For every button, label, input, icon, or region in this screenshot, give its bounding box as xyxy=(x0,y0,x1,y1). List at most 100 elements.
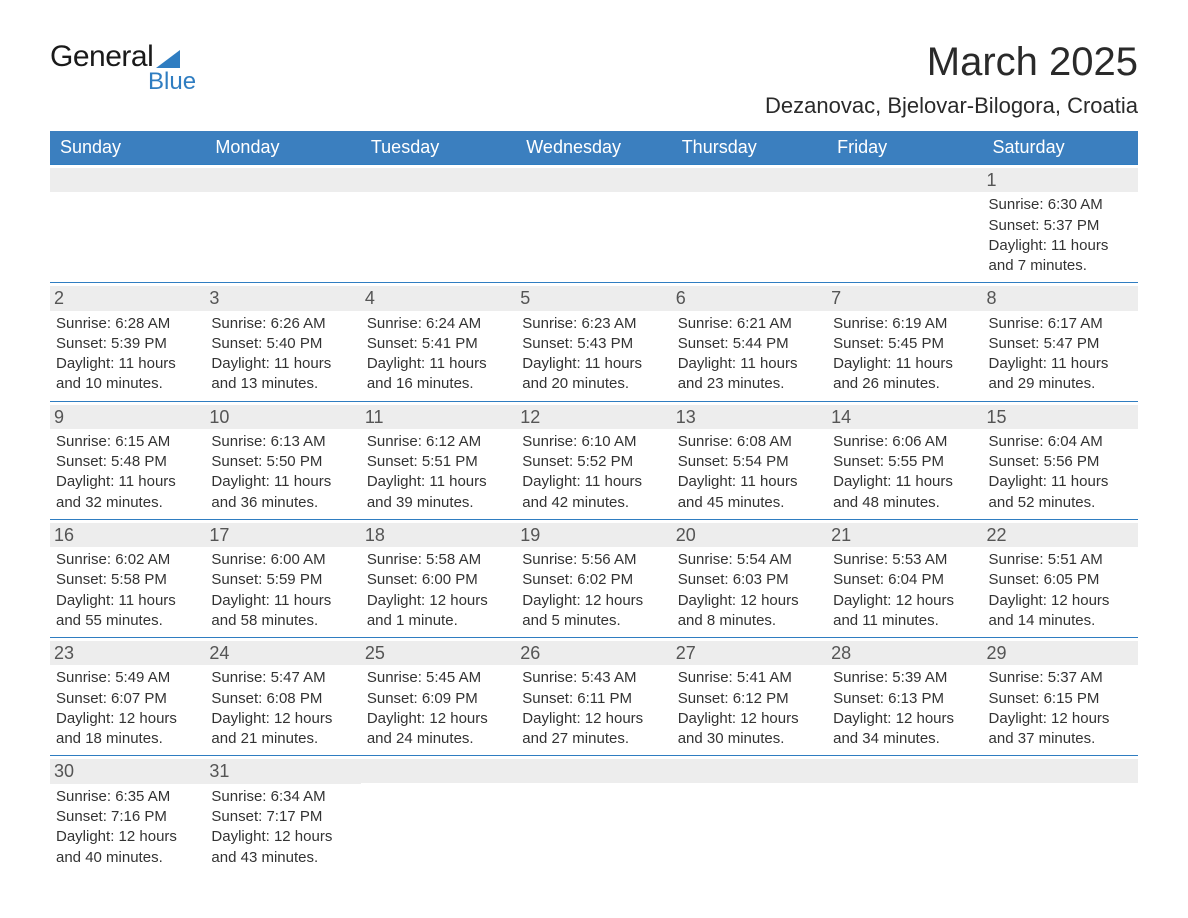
sunset-text: Sunset: 5:59 PM xyxy=(211,570,354,590)
sunset-text: Sunset: 6:02 PM xyxy=(522,570,665,590)
sunset-text: Sunset: 5:52 PM xyxy=(522,452,665,472)
day-number: 28 xyxy=(827,641,982,665)
day-cell: 9Sunrise: 6:15 AMSunset: 5:48 PMDaylight… xyxy=(50,402,205,519)
day-number: 1 xyxy=(983,168,1138,192)
sunrise-text: Sunrise: 6:23 AM xyxy=(522,314,665,334)
day-number: 27 xyxy=(672,641,827,665)
sunset-text: Sunset: 6:11 PM xyxy=(522,689,665,709)
day-number: 12 xyxy=(516,405,671,429)
day-of-week-cell: Sunday xyxy=(50,131,205,164)
sunrise-text: Sunrise: 6:35 AM xyxy=(56,787,199,807)
day-cell xyxy=(672,165,827,282)
daylight-text: Daylight: 11 hours and 52 minutes. xyxy=(989,472,1132,513)
day-cell xyxy=(983,756,1138,873)
daylight-text: Daylight: 11 hours and 58 minutes. xyxy=(211,591,354,632)
sunrise-text: Sunrise: 6:21 AM xyxy=(678,314,821,334)
day-cell: 30Sunrise: 6:35 AMSunset: 7:16 PMDayligh… xyxy=(50,756,205,873)
sunrise-text: Sunrise: 6:04 AM xyxy=(989,432,1132,452)
day-number: 13 xyxy=(672,405,827,429)
logo: General Blue xyxy=(50,40,196,96)
daylight-text: Daylight: 12 hours and 5 minutes. xyxy=(522,591,665,632)
sunrise-text: Sunrise: 6:06 AM xyxy=(833,432,976,452)
sunrise-text: Sunrise: 5:49 AM xyxy=(56,668,199,688)
sunrise-text: Sunrise: 6:13 AM xyxy=(211,432,354,452)
week-row: 9Sunrise: 6:15 AMSunset: 5:48 PMDaylight… xyxy=(50,401,1138,519)
daylight-text: Daylight: 11 hours and 42 minutes. xyxy=(522,472,665,513)
day-number: 21 xyxy=(827,523,982,547)
daylight-text: Daylight: 12 hours and 11 minutes. xyxy=(833,591,976,632)
day-of-week-cell: Tuesday xyxy=(361,131,516,164)
day-number xyxy=(50,168,205,192)
logo-word-1: General xyxy=(50,40,153,74)
daylight-text: Daylight: 12 hours and 30 minutes. xyxy=(678,709,821,750)
sunrise-text: Sunrise: 5:41 AM xyxy=(678,668,821,688)
day-cell xyxy=(827,165,982,282)
day-cell: 14Sunrise: 6:06 AMSunset: 5:55 PMDayligh… xyxy=(827,402,982,519)
day-number: 31 xyxy=(205,759,360,783)
daylight-text: Daylight: 12 hours and 43 minutes. xyxy=(211,827,354,868)
day-cell: 31Sunrise: 6:34 AMSunset: 7:17 PMDayligh… xyxy=(205,756,360,873)
daylight-text: Daylight: 11 hours and 29 minutes. xyxy=(989,354,1132,395)
sunset-text: Sunset: 7:16 PM xyxy=(56,807,199,827)
day-number xyxy=(672,168,827,192)
logo-word-2: Blue xyxy=(148,68,196,96)
sunrise-text: Sunrise: 5:37 AM xyxy=(989,668,1132,688)
sunrise-text: Sunrise: 6:10 AM xyxy=(522,432,665,452)
month-title: March 2025 xyxy=(765,40,1138,85)
day-number: 4 xyxy=(361,286,516,310)
sunrise-text: Sunrise: 6:28 AM xyxy=(56,314,199,334)
day-number: 2 xyxy=(50,286,205,310)
daylight-text: Daylight: 11 hours and 7 minutes. xyxy=(989,236,1132,277)
day-number: 17 xyxy=(205,523,360,547)
sunrise-text: Sunrise: 6:08 AM xyxy=(678,432,821,452)
daylight-text: Daylight: 12 hours and 1 minute. xyxy=(367,591,510,632)
day-cell: 4Sunrise: 6:24 AMSunset: 5:41 PMDaylight… xyxy=(361,283,516,400)
day-number xyxy=(983,759,1138,783)
sunrise-text: Sunrise: 6:17 AM xyxy=(989,314,1132,334)
day-cell: 29Sunrise: 5:37 AMSunset: 6:15 PMDayligh… xyxy=(983,638,1138,755)
day-cell: 3Sunrise: 6:26 AMSunset: 5:40 PMDaylight… xyxy=(205,283,360,400)
title-block: March 2025 Dezanovac, Bjelovar-Bilogora,… xyxy=(765,40,1138,119)
day-cell xyxy=(516,165,671,282)
daylight-text: Daylight: 12 hours and 34 minutes. xyxy=(833,709,976,750)
daylight-text: Daylight: 12 hours and 21 minutes. xyxy=(211,709,354,750)
sunset-text: Sunset: 5:45 PM xyxy=(833,334,976,354)
daylight-text: Daylight: 12 hours and 27 minutes. xyxy=(522,709,665,750)
sunset-text: Sunset: 6:08 PM xyxy=(211,689,354,709)
day-of-week-cell: Monday xyxy=(205,131,360,164)
day-cell: 13Sunrise: 6:08 AMSunset: 5:54 PMDayligh… xyxy=(672,402,827,519)
sunset-text: Sunset: 5:51 PM xyxy=(367,452,510,472)
sunrise-text: Sunrise: 6:00 AM xyxy=(211,550,354,570)
daylight-text: Daylight: 12 hours and 18 minutes. xyxy=(56,709,199,750)
day-number xyxy=(361,168,516,192)
day-number xyxy=(827,168,982,192)
day-number: 11 xyxy=(361,405,516,429)
day-number xyxy=(361,759,516,783)
day-number xyxy=(205,168,360,192)
sunrise-text: Sunrise: 5:43 AM xyxy=(522,668,665,688)
daylight-text: Daylight: 12 hours and 37 minutes. xyxy=(989,709,1132,750)
sunset-text: Sunset: 5:40 PM xyxy=(211,334,354,354)
day-number xyxy=(516,759,671,783)
day-cell: 28Sunrise: 5:39 AMSunset: 6:13 PMDayligh… xyxy=(827,638,982,755)
sunset-text: Sunset: 6:07 PM xyxy=(56,689,199,709)
sunrise-text: Sunrise: 5:53 AM xyxy=(833,550,976,570)
sunrise-text: Sunrise: 6:02 AM xyxy=(56,550,199,570)
daylight-text: Daylight: 11 hours and 48 minutes. xyxy=(833,472,976,513)
sunset-text: Sunset: 5:58 PM xyxy=(56,570,199,590)
day-number xyxy=(672,759,827,783)
day-cell: 17 Sunrise: 6:00 AMSunset: 5:59 PMDayligh… xyxy=(205,520,360,637)
day-cell: 5Sunrise: 6:23 AMSunset: 5:43 PMDaylight… xyxy=(516,283,671,400)
daylight-text: Daylight: 11 hours and 20 minutes. xyxy=(522,354,665,395)
day-cell: 22Sunrise: 5:51 AMSunset: 6:05 PMDayligh… xyxy=(983,520,1138,637)
day-number: 7 xyxy=(827,286,982,310)
daylight-text: Daylight: 11 hours and 13 minutes. xyxy=(211,354,354,395)
daylight-text: Daylight: 12 hours and 8 minutes. xyxy=(678,591,821,632)
week-row: 23Sunrise: 5:49 AMSunset: 6:07 PMDayligh… xyxy=(50,637,1138,755)
header: General Blue March 2025 Dezanovac, Bjelo… xyxy=(50,40,1138,119)
sunset-text: Sunset: 6:05 PM xyxy=(989,570,1132,590)
day-cell: 2Sunrise: 6:28 AMSunset: 5:39 PMDaylight… xyxy=(50,283,205,400)
sunset-text: Sunset: 5:55 PM xyxy=(833,452,976,472)
sunset-text: Sunset: 6:13 PM xyxy=(833,689,976,709)
day-cell: 20Sunrise: 5:54 AMSunset: 6:03 PMDayligh… xyxy=(672,520,827,637)
